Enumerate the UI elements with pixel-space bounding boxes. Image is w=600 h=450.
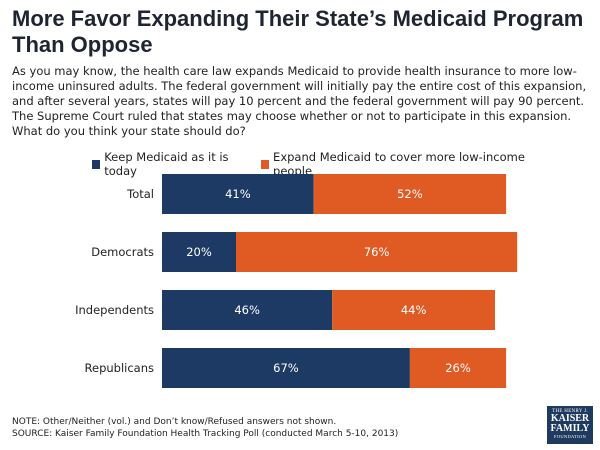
logo-line1: THE HENRY J. — [552, 409, 588, 414]
legend-item-keep: Keep Medicaid as it is today — [92, 150, 251, 178]
survey-question: As you may know, the health care law exp… — [12, 64, 587, 138]
data-label-republicans-keep: 67% — [273, 361, 299, 375]
data-label-democrats-keep: 20% — [186, 245, 212, 259]
legend: Keep Medicaid as it is today Expand Medi… — [92, 150, 552, 178]
logo-line3: FOUNDATION — [554, 434, 586, 439]
data-label-independents-keep: 46% — [234, 303, 260, 317]
legend-swatch-expand — [260, 159, 270, 169]
category-label-independents: Independents — [75, 303, 154, 317]
footnote-source: SOURCE: Kaiser Family Foundation Health … — [12, 429, 399, 439]
bar-total-expand — [313, 174, 507, 214]
category-label-republicans: Republicans — [85, 361, 154, 375]
bar-total-keep — [162, 174, 314, 214]
bar-republicans-expand — [409, 348, 507, 388]
legend-swatch-keep — [92, 159, 101, 169]
legend-item-expand: Expand Medicaid to cover more low-income… — [260, 150, 542, 178]
chart-title: More Favor Expanding Their State’s Medic… — [12, 6, 584, 57]
footnotes: NOTE: Other/Neither (vol.) and Don’t kno… — [12, 416, 482, 440]
bar-republicans-keep — [162, 348, 410, 388]
category-label-democrats: Democrats — [91, 245, 154, 259]
bar-independents-expand — [332, 290, 495, 330]
data-label-democrats-expand: 76% — [364, 245, 390, 259]
footnote-note: NOTE: Other/Neither (vol.) and Don’t kno… — [12, 417, 337, 427]
bar-democrats-expand — [236, 232, 518, 272]
logo-line2b: FAMILY — [550, 423, 590, 434]
bar-democrats-keep — [162, 232, 236, 272]
data-label-total-keep: 41% — [225, 187, 251, 201]
bar-independents-keep — [162, 290, 333, 330]
data-label-republicans-expand: 26% — [445, 361, 471, 375]
data-label-total-expand: 52% — [397, 187, 423, 201]
logo-line2a: KAISER — [550, 413, 590, 424]
data-label-independents-expand: 44% — [401, 303, 427, 317]
stacked-bar-chart: Total 41% 52% Democrats 20% 76% Independents 46… — [75, 174, 518, 388]
kaiser-logo: THE HENRY J. KAISER FAMILY FOUNDATION — [547, 406, 593, 444]
category-label-total: Total — [126, 187, 154, 201]
legend-label-keep: Keep Medicaid as it is today — [104, 150, 229, 178]
